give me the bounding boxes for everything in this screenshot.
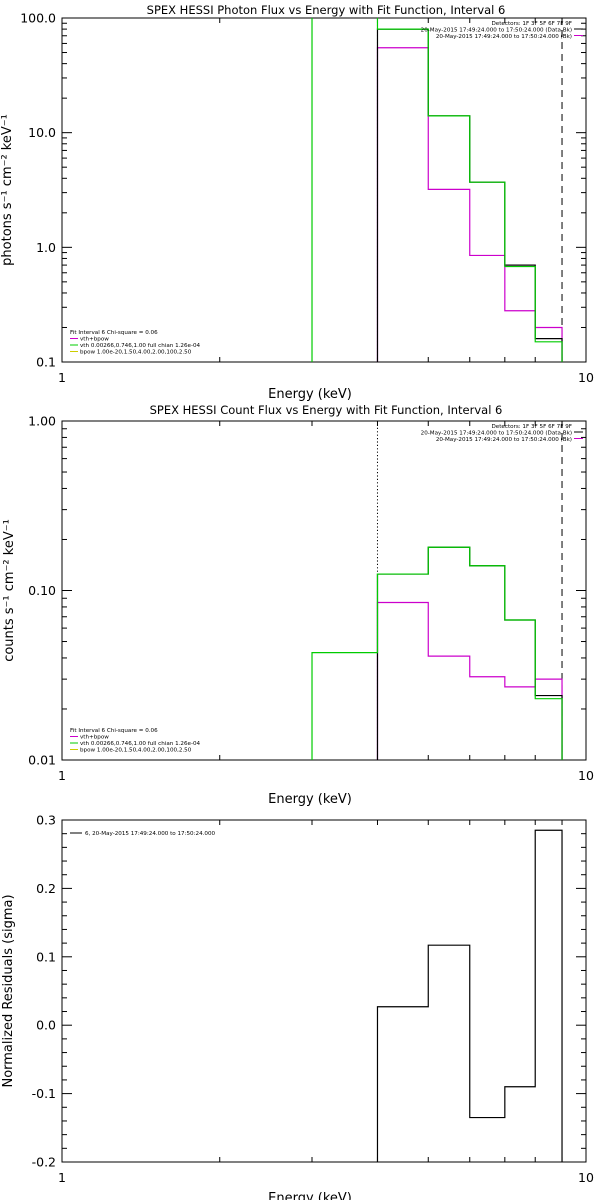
legend-entry: Fit Interval 6 Chi-square = 0.06 xyxy=(70,330,158,336)
y-tick-label: 0.1 xyxy=(36,949,56,964)
y-tick-label: -0.2 xyxy=(32,1155,56,1170)
y-tick-label: 0.3 xyxy=(36,813,56,828)
legend-entry: 6, 20-May-2015 17:49:24.000 to 17:50:24.… xyxy=(85,831,216,837)
y-tick-label: 0.01 xyxy=(28,753,56,768)
x-axis-label: Energy (keV) xyxy=(268,387,352,402)
y-tick-label: 0.1 xyxy=(36,355,56,370)
y-tick-label: -0.1 xyxy=(32,1086,56,1101)
residual-histogram xyxy=(376,829,563,1162)
y-tick-label: 100.0 xyxy=(20,11,56,26)
x-tick-label: 10 xyxy=(578,768,594,783)
y-tick-label: 0.10 xyxy=(28,583,56,598)
y-tick-label: 0.0 xyxy=(36,1018,56,1033)
residuals-panel: 1 10 -0.2 -0.1 0.0 0.1 0.2 0.3 Energy (keV) Norma… xyxy=(1,813,594,1200)
header-line: 20-May-2015 17:49:24.000 to 17:50:24.000… xyxy=(436,34,572,40)
vth-histogram xyxy=(311,546,563,760)
chart-title: SPEX HESSI Photon Flux vs Energy with Fi… xyxy=(147,3,506,17)
legend-entry: bpow 1.00e-20,1.50,4.00,2.00,100,2.50 xyxy=(80,350,192,356)
x-tick-label: 1 xyxy=(58,768,66,783)
legend-entry: vth 0.00266,0.746,1.00 full chian 1.26e-… xyxy=(80,741,201,747)
plot-frame xyxy=(61,819,587,1163)
y-axis-label: Normalized Residuals (sigma) xyxy=(1,894,16,1087)
x-tick-label: 1 xyxy=(58,370,66,385)
vth-histogram xyxy=(311,18,563,362)
legend-entry: Fit Interval 6 Chi-square = 0.06 xyxy=(70,728,158,734)
plot-area xyxy=(311,421,563,760)
chart-title: SPEX HESSI Count Flux vs Energy with Fit… xyxy=(150,403,503,417)
y-tick-label: 1.00 xyxy=(28,414,56,429)
y-tick-label: 10.0 xyxy=(28,125,56,140)
y-axis-label: photons s⁻¹ cm⁻² keV⁻¹ xyxy=(0,114,15,266)
legend-entry: vth+bpow xyxy=(80,337,109,343)
header-line: 20-May-2015 17:49:24.000 to 17:50:24.000… xyxy=(436,437,572,443)
plot-frame xyxy=(61,420,587,761)
data-histogram xyxy=(376,601,563,760)
y-axis-label: counts s⁻¹ cm⁻² keV⁻¹ xyxy=(2,519,17,662)
data-histogram xyxy=(376,47,563,362)
plot-area xyxy=(311,18,563,362)
legend-entry: vth+bpow xyxy=(80,735,109,741)
legend-entry: vth 0.00266,0.746,1.00 full chian 1.26e-… xyxy=(80,343,201,349)
x-tick-label: 1 xyxy=(58,1170,66,1185)
header-line: Detectors: 1F 3F 5F 6F 7F 9F xyxy=(491,424,572,430)
x-axis-label: Energy (keV) xyxy=(268,1191,352,1200)
x-tick-label: 10 xyxy=(578,1170,594,1185)
legend-entry: bpow 1.00e-20,1.50,4.00,2.00,100,2.50 xyxy=(80,748,192,754)
y-tick-label: 0.2 xyxy=(36,881,56,896)
x-axis-label: Energy (keV) xyxy=(268,792,352,807)
photon-panel: 1 10 0.1 1.0 10.0 100.0 SPEX HESSI Photon Flux… xyxy=(0,3,594,402)
y-tick-label: 1.0 xyxy=(36,240,56,255)
count-panel: 1 10 0.01 0.10 1.00 SPEX HESSI Count Flux vs … xyxy=(2,403,594,807)
header-line: Detectors: 1F 3F 5F 6F 7F 9F xyxy=(491,21,572,27)
plot-frame xyxy=(61,17,587,363)
plot-area xyxy=(376,829,563,1162)
header-line: 20-May-2015 17:49:24.000 to 17:50:24.000… xyxy=(421,28,572,34)
x-tick-label: 10 xyxy=(578,370,594,385)
header-line: 20-May-2015 17:49:24.000 to 17:50:24.000… xyxy=(421,431,572,437)
